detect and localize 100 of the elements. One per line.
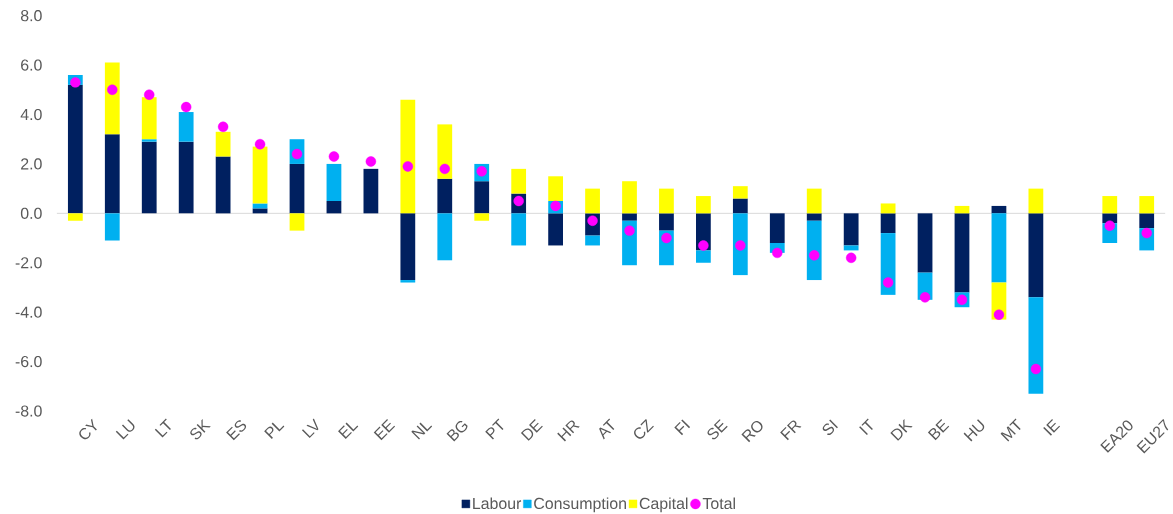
bar — [252, 203, 268, 209]
bar — [104, 213, 120, 241]
bar — [917, 213, 933, 273]
point — [587, 215, 598, 226]
point — [513, 195, 524, 206]
x-tick-label: DE — [520, 418, 543, 441]
bar — [437, 213, 453, 261]
legend-label: Capital — [639, 497, 688, 513]
point — [919, 291, 931, 303]
bar — [732, 185, 748, 199]
x-tick-label: SE — [707, 418, 728, 440]
y-tick-label: -2.0 — [15, 256, 42, 269]
bar — [880, 203, 896, 214]
x-tick-label: RO — [741, 420, 763, 442]
bar — [843, 245, 859, 251]
bar — [695, 195, 711, 214]
point — [993, 309, 1005, 320]
x-tick-label: LU — [115, 419, 135, 440]
bar — [843, 213, 859, 246]
point — [144, 89, 155, 100]
point — [1030, 363, 1042, 374]
point — [365, 156, 377, 167]
point — [698, 240, 709, 251]
x-tick-label: LV — [301, 418, 319, 438]
point — [882, 277, 894, 288]
x-tick-label: SI — [822, 419, 838, 435]
point — [402, 161, 414, 172]
bar — [622, 213, 637, 221]
point — [254, 138, 266, 150]
bar — [252, 208, 268, 214]
point — [328, 151, 340, 162]
bar — [215, 131, 231, 157]
x-tick-label: PL — [264, 422, 285, 439]
bar — [659, 188, 674, 214]
x-tick-label: EE — [373, 418, 396, 440]
y-tick-label: 6.0 — [21, 59, 42, 71]
x-tick-label: BG — [446, 420, 468, 442]
x-tick-label: CZ — [634, 418, 654, 439]
point — [845, 252, 857, 263]
x-tick-label: NL — [411, 422, 433, 440]
bar — [141, 139, 157, 142]
legend-label: Total — [702, 497, 735, 509]
bar — [1139, 213, 1155, 228]
x-tick-label: IT — [859, 418, 873, 435]
bar — [585, 188, 600, 214]
bar — [104, 62, 120, 135]
point — [809, 249, 820, 261]
bar — [363, 168, 379, 214]
bar — [437, 178, 453, 214]
y-tick-label: 0.0 — [20, 207, 42, 219]
bar — [141, 141, 157, 214]
y-tick-label: -8.0 — [15, 405, 42, 417]
y-tick-label: 8.0 — [20, 9, 42, 22]
bar — [880, 213, 896, 233]
x-tick-label: ES — [226, 420, 247, 441]
x-tick-label: PT — [485, 418, 504, 440]
point — [772, 247, 783, 258]
bar — [400, 99, 416, 214]
bar — [732, 198, 748, 214]
x-tick-label: BE — [927, 418, 950, 440]
bar — [1102, 195, 1118, 214]
y-tick-label: 2.0 — [21, 158, 42, 170]
bar — [141, 97, 157, 140]
point — [217, 121, 229, 132]
x-tick-label: HU — [963, 419, 985, 442]
bar — [511, 213, 527, 246]
y-tick-label: -4.0 — [15, 306, 42, 318]
point — [439, 163, 450, 174]
bar — [326, 200, 342, 214]
point — [180, 101, 192, 113]
point — [661, 232, 672, 244]
x-tick-label: IE — [1043, 418, 1061, 436]
legend-label: Labour — [473, 497, 522, 509]
x-tick-label: DK — [890, 418, 913, 441]
bar — [806, 188, 822, 214]
bar — [1028, 297, 1044, 394]
x-tick-label: EL — [338, 422, 359, 439]
y-tick-label: 4.0 — [20, 108, 42, 120]
x-tick-label: MT — [1000, 418, 1021, 442]
bar — [178, 141, 194, 214]
bar — [991, 213, 1007, 283]
x-tick-label: FR — [780, 420, 802, 440]
legend-label: Consumption — [534, 497, 626, 513]
x-tick-label: FI — [674, 419, 691, 435]
x-tick-label: SK — [190, 418, 211, 440]
bar — [215, 156, 231, 214]
point — [291, 148, 303, 160]
bar — [1028, 188, 1044, 214]
bar — [548, 213, 563, 246]
point — [1141, 227, 1152, 239]
bar — [326, 163, 342, 201]
bar — [67, 84, 83, 214]
bar — [1028, 213, 1044, 298]
bar — [252, 146, 268, 204]
bar — [474, 213, 490, 221]
bar — [769, 213, 785, 243]
x-tick-label: AT — [599, 418, 615, 440]
bar — [585, 235, 600, 246]
bar — [806, 213, 822, 221]
bar — [695, 250, 711, 263]
